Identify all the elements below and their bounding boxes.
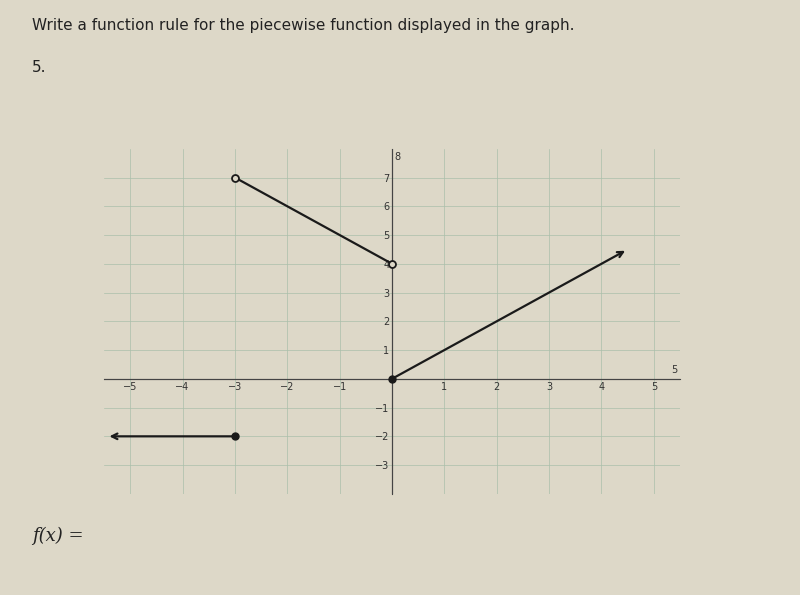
Text: Write a function rule for the piecewise function displayed in the graph.: Write a function rule for the piecewise … xyxy=(32,18,574,33)
Text: 5.: 5. xyxy=(32,60,46,74)
Text: 5: 5 xyxy=(671,365,678,374)
Text: 8: 8 xyxy=(394,152,401,162)
Text: f(x) =: f(x) = xyxy=(32,527,84,544)
